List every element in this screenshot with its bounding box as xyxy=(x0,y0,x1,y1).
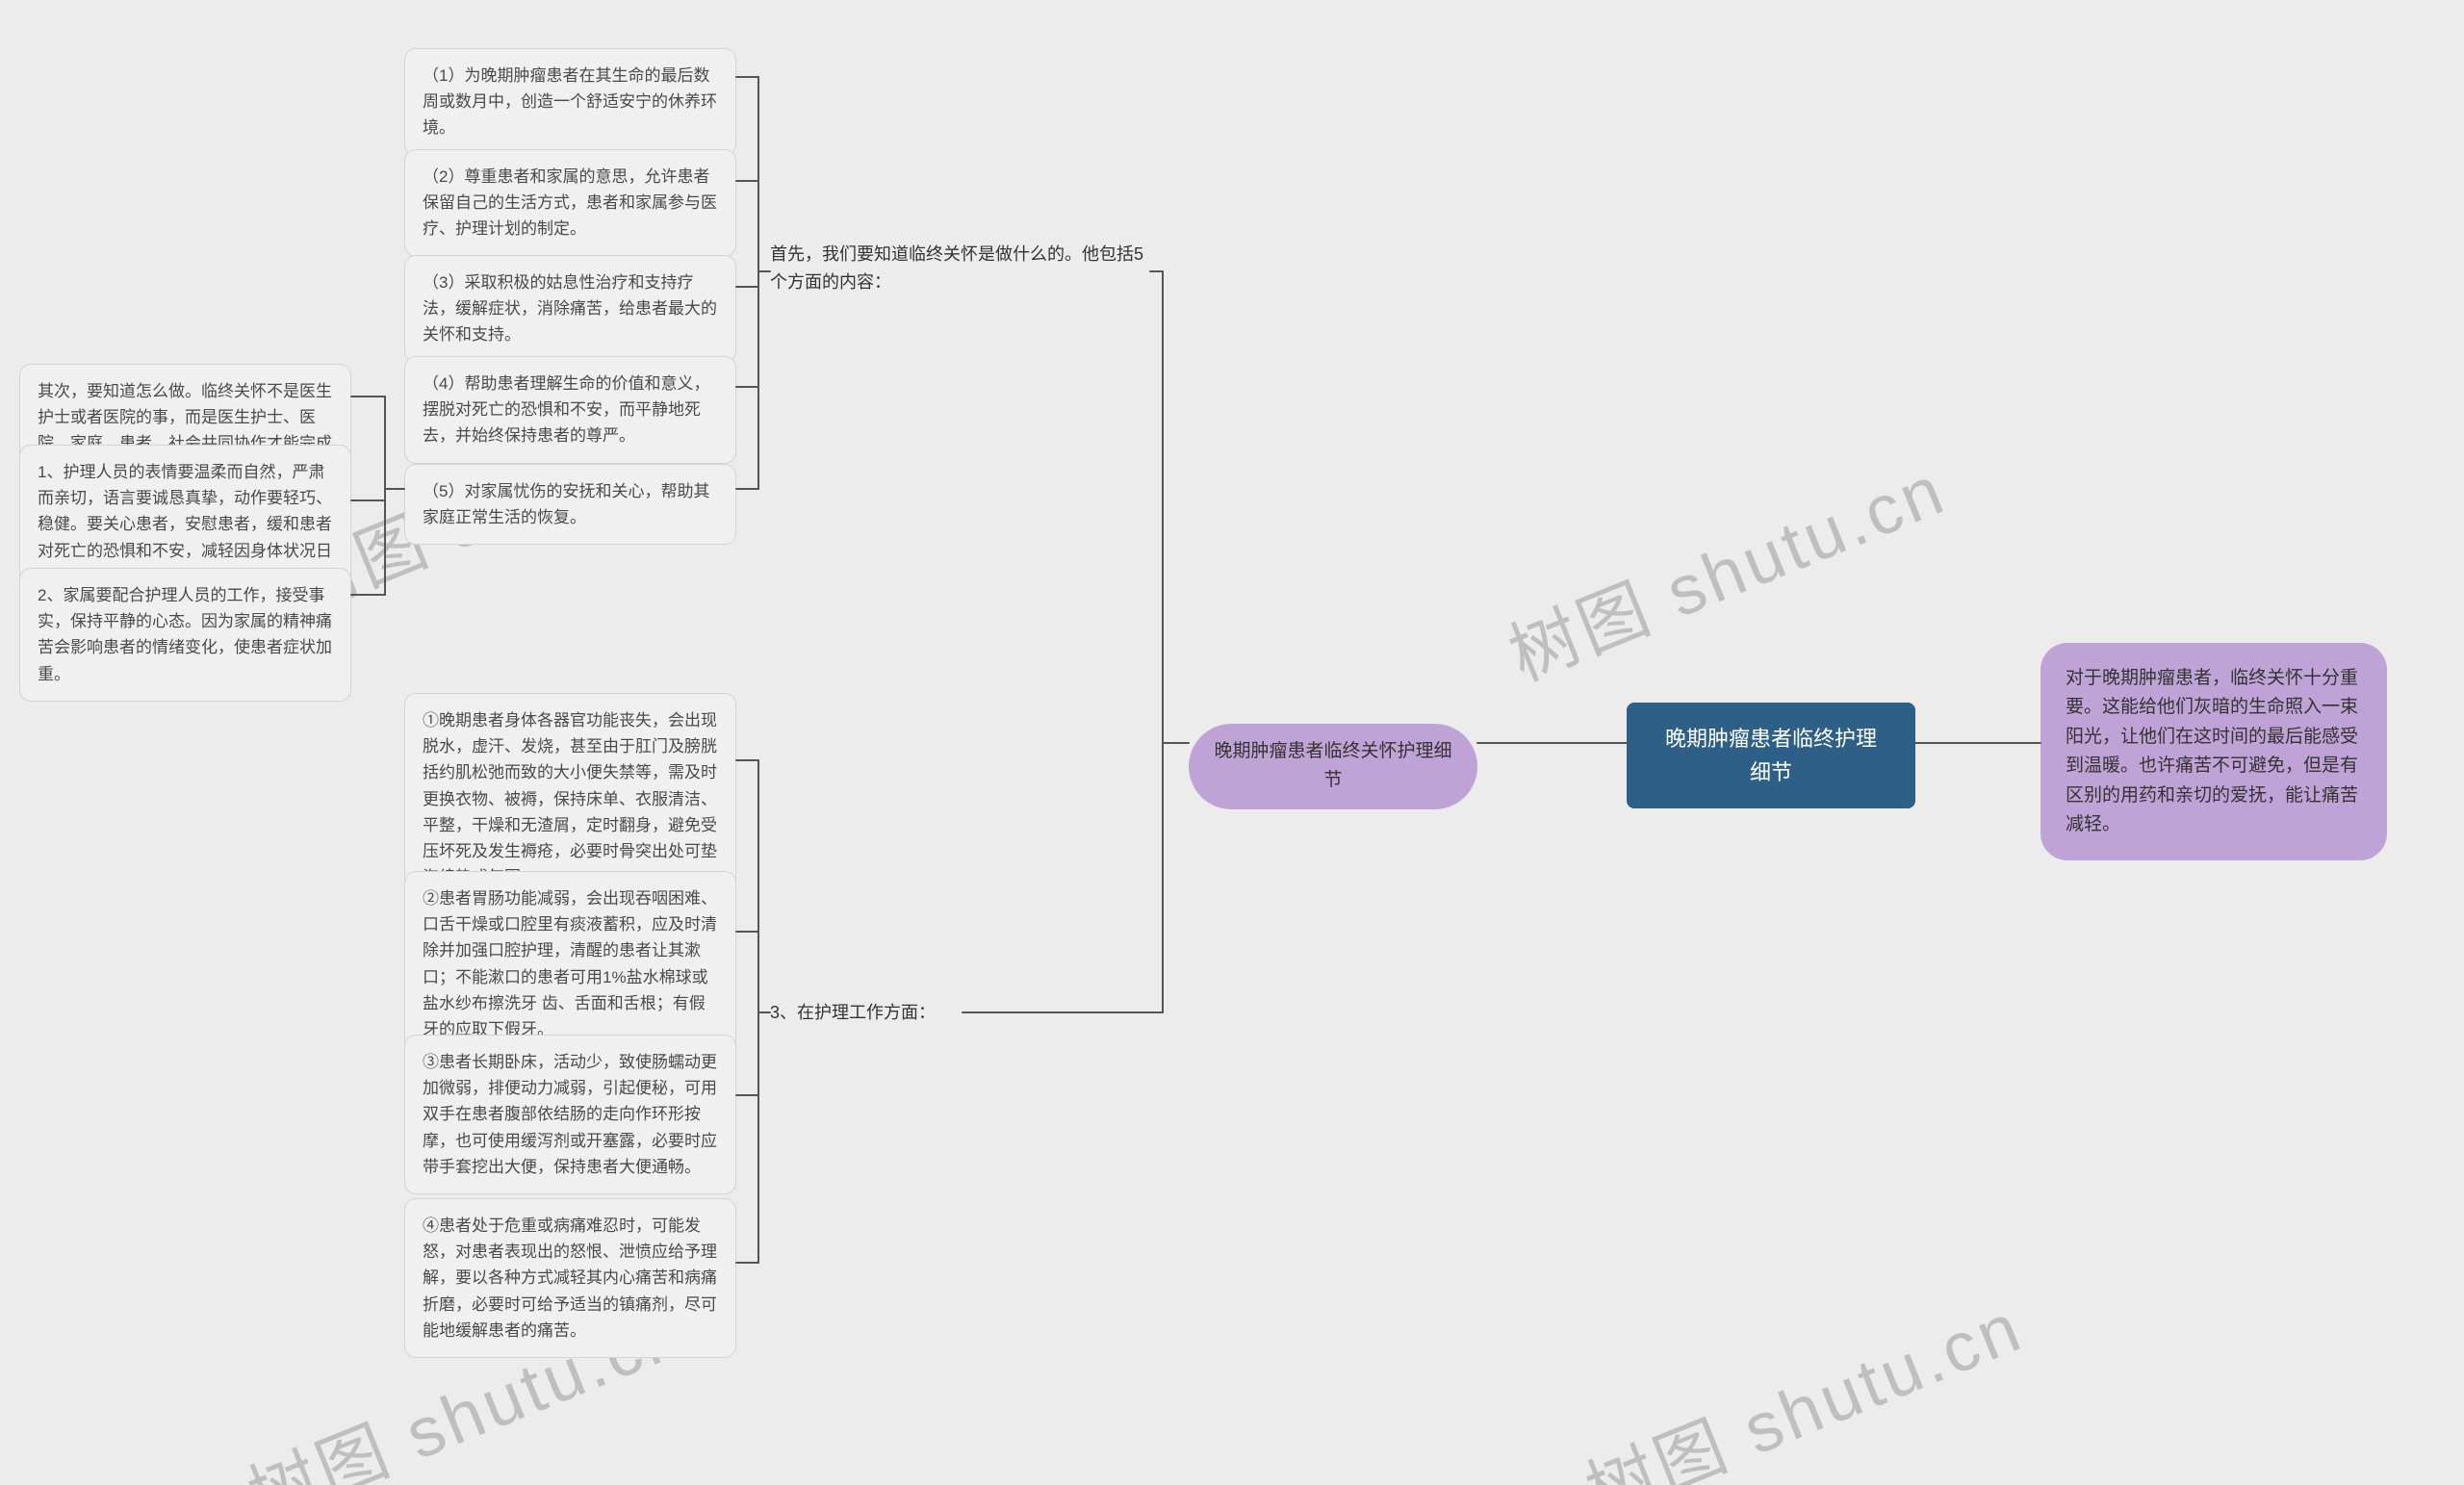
summary-description: 对于晚期肿瘤患者，临终关怀十分重要。这能给他们灰暗的生命照入一束阳光，让他们在这… xyxy=(2040,643,2387,860)
watermark: 树图 shutu.cn xyxy=(1492,433,1959,700)
branch2-item-2[interactable]: ②患者胃肠功能减弱，会出现吞咽困难、口舌干燥或口腔里有痰液蓄积，应及时清除并加强… xyxy=(404,871,736,1057)
branch1-item-4[interactable]: （4）帮助患者理解生命的价值和意义，摆脱对死亡的恐惧和不安，而平静地死去，并始终… xyxy=(404,356,736,464)
mindmap-stage: 树图 shutu.cn 树图 shutu.cn 树图 shutu.cn 树图 s… xyxy=(0,0,2464,1485)
watermark: 树图 shutu.cn xyxy=(1569,1270,2036,1485)
left-hub[interactable]: 晚期肿瘤患者临终关怀护理细节 xyxy=(1189,724,1477,809)
root-node[interactable]: 晚期肿瘤患者临终护理细节 xyxy=(1627,703,1915,808)
branch1-item-2[interactable]: （2）尊重患者和家属的意思，允许患者保留自己的生活方式，患者和家属参与医疗、护理… xyxy=(404,149,736,257)
branch1-item5-child-3[interactable]: 2、家属要配合护理人员的工作，接受事实，保持平静的心态。因为家属的精神痛苦会影响… xyxy=(19,568,351,702)
branch1-item-5[interactable]: （5）对家属忧伤的安抚和关心，帮助其家庭正常生活的恢复。 xyxy=(404,464,736,545)
branch1-item-3[interactable]: （3）采取积极的姑息性治疗和支持疗法，缓解症状，消除痛苦，给患者最大的关怀和支持… xyxy=(404,255,736,363)
branch1-title[interactable]: 首先，我们要知道临终关怀是做什么的。他包括5个方面的内容： xyxy=(770,241,1150,296)
branch2-title[interactable]: 3、在护理工作方面： xyxy=(770,999,962,1027)
branch2-item-3[interactable]: ③患者长期卧床，活动少，致使肠蠕动更加微弱，排便动力减弱，引起便秘，可用双手在患… xyxy=(404,1035,736,1194)
branch2-item-4[interactable]: ④患者处于危重或病痛难忍时，可能发怒，对患者表现出的怒恨、泄愤应给予理解，要以各… xyxy=(404,1198,736,1358)
branch1-item-1[interactable]: （1）为晚期肿瘤患者在其生命的最后数周或数月中，创造一个舒适安宁的休养环境。 xyxy=(404,48,736,156)
